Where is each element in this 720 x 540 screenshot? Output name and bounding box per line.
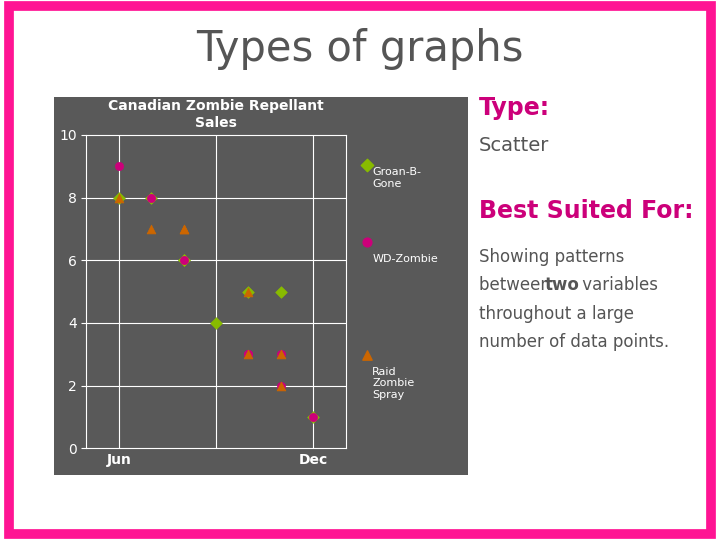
Point <box>243 287 254 296</box>
Text: Showing patterns: Showing patterns <box>479 247 624 266</box>
Text: number of data points.: number of data points. <box>479 333 669 352</box>
Point <box>145 225 157 233</box>
Point <box>243 287 254 296</box>
Point <box>275 350 287 359</box>
Text: variables: variables <box>577 276 658 294</box>
Text: Raid
Zombie
Spray: Raid Zombie Spray <box>372 367 415 400</box>
Text: between: between <box>479 276 556 294</box>
Text: Types of graphs: Types of graphs <box>197 28 523 70</box>
Text: Type:: Type: <box>479 96 550 120</box>
Point <box>307 413 319 421</box>
Point <box>361 351 373 360</box>
Text: throughout a large: throughout a large <box>479 305 634 323</box>
Point <box>145 193 157 202</box>
Title: Canadian Zombie Repellant
Sales: Canadian Zombie Repellant Sales <box>108 99 324 130</box>
Text: WD-Zombie: WD-Zombie <box>372 254 438 264</box>
Point <box>361 238 373 247</box>
Text: two: two <box>545 276 580 294</box>
Y-axis label: Units Sold (in millions): Units Sold (in millions) <box>43 221 53 362</box>
Text: Groan-B-
Gone: Groan-B- Gone <box>372 167 421 189</box>
Point <box>178 256 189 265</box>
Point <box>307 413 319 421</box>
Point <box>361 160 373 169</box>
Point <box>275 381 287 390</box>
Point <box>113 162 125 171</box>
Text: Scatter: Scatter <box>479 136 549 156</box>
Point <box>243 350 254 359</box>
Point <box>113 193 125 202</box>
Point <box>210 319 222 327</box>
Point <box>275 350 287 359</box>
Text: Best Suited For:: Best Suited For: <box>479 199 693 222</box>
Point <box>275 381 287 390</box>
Point <box>178 225 189 233</box>
Point <box>178 256 189 265</box>
Point <box>178 256 189 265</box>
Point <box>178 225 189 233</box>
Point <box>243 350 254 359</box>
Point <box>145 193 157 202</box>
Point <box>113 193 125 202</box>
Point <box>275 287 287 296</box>
Point <box>243 350 254 359</box>
